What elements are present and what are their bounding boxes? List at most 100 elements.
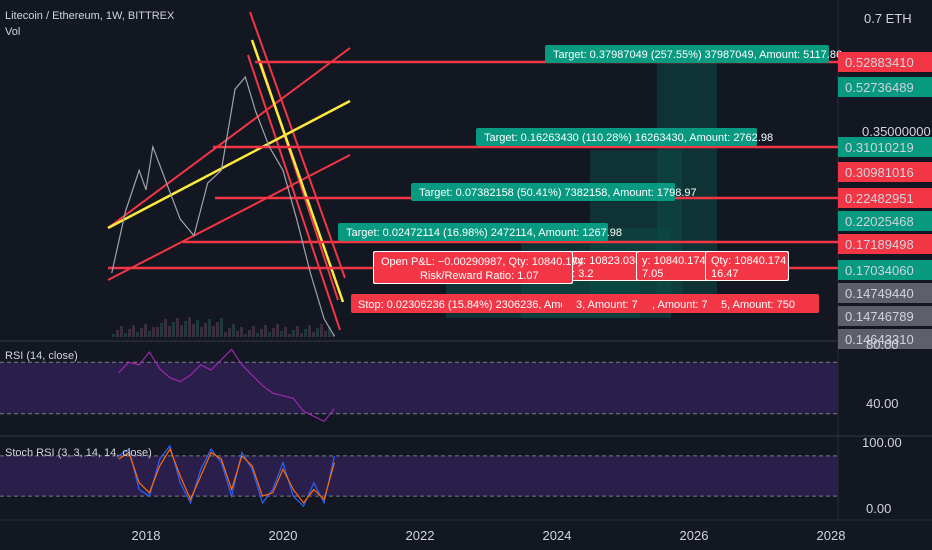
price-label: 0.30981016 (845, 165, 914, 180)
volume-bar (200, 327, 203, 337)
red-trendline (107, 47, 351, 229)
volume-bar (168, 326, 171, 337)
price-label-box (838, 211, 932, 231)
volume-bar (164, 319, 167, 337)
price-tick: 0.35000000 (862, 124, 931, 139)
yellow-trendline (250, 39, 345, 303)
price-series (111, 75, 335, 337)
volume-bar (280, 331, 283, 337)
volume-bar (224, 332, 227, 337)
volume-bar (148, 331, 151, 337)
volume-bar (232, 324, 235, 337)
volume-bar (260, 329, 263, 337)
price-label: 0.17034060 (845, 263, 914, 278)
pnl-box (561, 252, 641, 280)
price-axis[interactable]: 0.7 ETH 0.35000000 0.52883410 0.52736489 0.3… (838, 11, 932, 516)
pnl-label: 7.05 (642, 268, 663, 280)
volume-bar (184, 321, 187, 337)
volume-bar (112, 334, 115, 337)
volume-bar (120, 326, 123, 337)
stop-label: , Amount: 750 (652, 299, 720, 311)
time-tick: 2022 (406, 528, 435, 543)
volume-bar (236, 331, 239, 337)
volume-bar (128, 329, 131, 337)
price-label-box (838, 137, 932, 157)
price-label-box (838, 260, 932, 280)
volume-bar (140, 328, 143, 337)
volume-bar (220, 318, 223, 337)
stop-label: 5, Amount: 750 (721, 299, 795, 311)
volume-bar (192, 324, 195, 337)
rsi-band (0, 362, 838, 414)
price-tick: 0.7 ETH (864, 11, 912, 26)
rsi-line (118, 348, 335, 423)
pnl-label: 16.47 (711, 268, 739, 280)
red-trendline (247, 54, 341, 331)
red-trendline (249, 11, 346, 279)
stop-label-box (707, 294, 819, 313)
volume-bar (216, 322, 219, 337)
volume-bar (284, 327, 287, 337)
volume-bar (296, 326, 299, 337)
stoch-tick: 0.00 (866, 501, 891, 516)
price-line (111, 75, 335, 337)
pnl-label: y: 10840.174 (642, 255, 706, 267)
volume-bar (328, 327, 331, 337)
volume-bar (132, 325, 135, 337)
volume-bar (320, 324, 323, 337)
volume-bar (256, 333, 259, 337)
volume-bar (228, 328, 231, 337)
pnl-label: Qty: 10823.036 (566, 255, 641, 267)
time-axis[interactable]: 2018 2020 2022 2024 2026 2028 (0, 519, 932, 543)
volume-bar (204, 323, 207, 337)
time-tick: 2020 (269, 528, 298, 543)
rsi-tick: 40.00 (866, 396, 899, 411)
volume-bar (276, 324, 279, 337)
volume-bar (300, 333, 303, 337)
price-label: 0.14746789 (845, 309, 914, 324)
rsi-pane (0, 348, 838, 423)
price-label: 0.22482951 (845, 191, 914, 206)
price-label-box (838, 52, 932, 72)
volume-bar (324, 331, 327, 337)
stoch-rsi-title: Stoch RSI (3, 3, 14, 14, close) (5, 447, 152, 459)
volume-bar (176, 318, 179, 337)
stop-label: 3, Amount: 750 (576, 299, 650, 311)
volume-bar (316, 328, 319, 337)
price-label: 0.17189498 (845, 237, 914, 252)
pnl-box (374, 252, 572, 283)
volume-bar (136, 332, 139, 337)
target-label: Target: 0.02472114 (16.98%) 2472114, Amo… (346, 227, 622, 239)
volume-bar (172, 322, 175, 337)
symbol-title: Litecoin / Ethereum, 1W, BITTREX (5, 10, 175, 22)
volume-bar (116, 330, 119, 337)
rsi-title: RSI (14, close) (5, 350, 78, 362)
volume-bar (124, 333, 127, 337)
volume-bar (196, 320, 199, 337)
volume-bar (180, 325, 183, 337)
stoch-tick: 100.00 (862, 435, 902, 450)
target-label: Target: 0.16263430 (110.28%) 16263430, A… (484, 132, 773, 144)
yellow-trendline (107, 99, 351, 230)
volume-bar (264, 325, 267, 337)
target-label-box (476, 128, 757, 146)
pnl-box (637, 252, 707, 280)
stoch-band (0, 455, 838, 497)
time-tick: 2028 (817, 528, 846, 543)
risk-reward-label: Risk/Reward Ratio: 1.07 (420, 270, 539, 282)
stop-label: Stop: 0.02306236 (15.84%) 2306236, Amoun… (358, 299, 606, 311)
volume-bar (304, 329, 307, 337)
trade-position-labels[interactable]: Target: 0.37987049 (257.55%) 37987049, A… (338, 45, 842, 313)
price-label: 0.52883410 (845, 55, 914, 70)
open-pnl-label: Open P&L: −0.00290987, Qty: 10840.174 (381, 256, 584, 268)
volume-bar (152, 327, 155, 337)
price-label-box (838, 77, 932, 97)
volume-bar (160, 323, 163, 337)
price-label-box (838, 234, 932, 254)
stoch-rsi-pane (0, 444, 838, 508)
target-label: Target: 0.37987049 (257.55%) 37987049, A… (553, 49, 842, 61)
price-label-box (838, 188, 932, 208)
volume-bar (288, 334, 291, 337)
target-label-box (545, 45, 829, 63)
